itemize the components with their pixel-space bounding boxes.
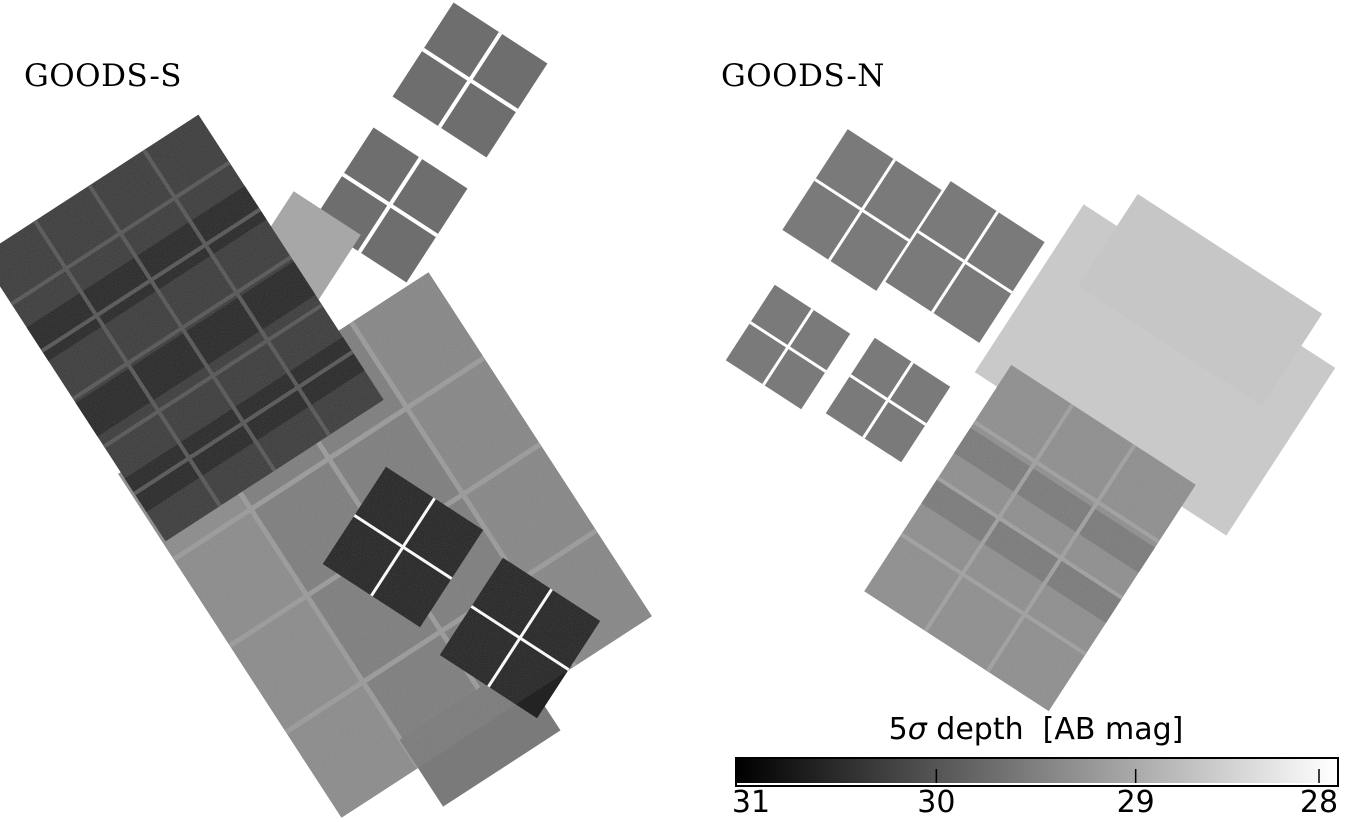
goods-n-pointing-1 [782, 129, 942, 291]
colorbar-title-sigma: σ [907, 712, 927, 747]
goods-n-shallow-region [974, 204, 1336, 536]
noise-overlay [0, 114, 1196, 818]
colorbar-gradient [737, 759, 1335, 783]
goods-n-pointing-3 [725, 284, 851, 410]
goods-n-shallow-ext [1077, 193, 1323, 407]
colorbar-ticks [935, 769, 1320, 783]
goods-s-label: GOODS-S [24, 58, 183, 94]
goods-s-pointing-top [392, 2, 548, 158]
colorbar-tick-label: 28 [1299, 785, 1339, 820]
colorbar [735, 757, 1339, 787]
colorbar-tick-label: 29 [1116, 785, 1155, 820]
colorbar-title-prefix: 5 [888, 712, 908, 747]
colorbar-tick-label: 31 [731, 785, 771, 820]
colorbar-title: 5σ depth [AB mag] [735, 712, 1337, 747]
goods-n-pointing-2 [885, 181, 1045, 343]
colorbar-title-suffix: depth [AB mag] [926, 712, 1184, 747]
goods-n-label: GOODS-N [721, 58, 885, 94]
colorbar-tick-label: 30 [917, 785, 956, 820]
goods-n-pointing-4 [825, 337, 951, 463]
